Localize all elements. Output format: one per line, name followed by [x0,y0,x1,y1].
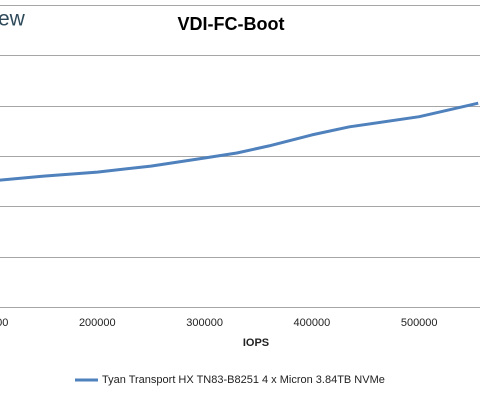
legend-label: Tyan Transport HX TN83-B8251 4 x Micron … [102,374,385,386]
x-tick-label: 200000 [79,317,116,329]
x-tick-label: 500000 [401,317,438,329]
series-line [0,101,479,182]
watermark: ew [0,8,26,31]
x-tick-label: 300000 [186,317,223,329]
chart-title: VDI-FC-Boot [178,14,285,34]
x-tick-label: 100000 [0,317,8,329]
x-axis-label: IOPS [243,337,269,349]
x-tick-label: 400000 [294,317,331,329]
